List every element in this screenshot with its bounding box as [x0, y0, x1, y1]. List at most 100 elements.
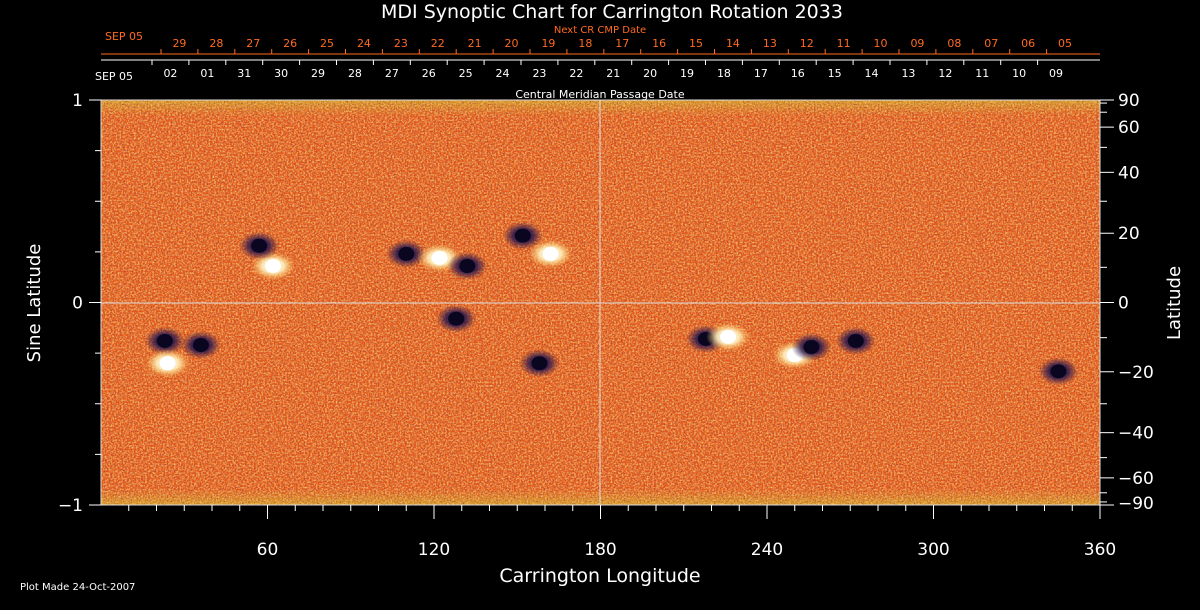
date-label: 28 — [209, 37, 223, 50]
date-start-label: SEP 05 — [95, 70, 133, 83]
x-tick-label: 60 — [257, 540, 279, 560]
positive-flux-core — [542, 246, 559, 261]
date-label: 12 — [800, 37, 814, 50]
date-label: 26 — [422, 67, 436, 80]
cmp-date-axis: SEP 05 02 01 31 30 29 28 27 26 25 24 23 22 21 20 19 18 17… — [95, 59, 1100, 83]
negative-flux-core — [251, 238, 268, 253]
y-right-tick-label: 60 — [1118, 118, 1140, 138]
plot-made-footer: Plot Made 24-Oct-2007 — [20, 582, 135, 593]
date-label: 17 — [754, 67, 768, 80]
date-label: 23 — [532, 67, 546, 80]
date-label: 24 — [357, 37, 371, 50]
date-label: 27 — [246, 37, 260, 50]
negative-flux-core — [1050, 364, 1067, 379]
positive-flux-core — [159, 356, 176, 371]
date-label: 29 — [311, 67, 325, 80]
date-label: 17 — [615, 37, 629, 50]
y-right-tick-label: 20 — [1118, 224, 1140, 244]
y-right-tick-label: −60 — [1118, 469, 1154, 489]
date-label: 25 — [320, 37, 334, 50]
y-left-tick-label: 0 — [72, 294, 83, 314]
date-label: 27 — [385, 67, 399, 80]
positive-flux-core — [720, 329, 737, 344]
y-left-tick-label: 1 — [72, 91, 83, 111]
date-label: 24 — [496, 67, 510, 80]
date-label: 01 — [200, 67, 214, 80]
date-label: 12 — [938, 67, 952, 80]
date-label: 06 — [1021, 37, 1035, 50]
date-label: 14 — [865, 67, 879, 80]
date-label: 30 — [274, 67, 288, 80]
positive-flux-core — [265, 259, 282, 274]
x-axis-title: Carrington Longitude — [499, 565, 700, 587]
date-label: 20 — [643, 67, 657, 80]
date-label: 21 — [468, 37, 482, 50]
date-label: 05 — [1058, 37, 1072, 50]
date-label: 31 — [237, 67, 251, 80]
y-axis-right-title: Latitude — [1164, 266, 1185, 340]
date-label: 09 — [1049, 67, 1063, 80]
date-label: 13 — [901, 67, 915, 80]
y-left-tick-label: −1 — [58, 496, 83, 516]
y-right-tick-label: 0 — [1118, 294, 1129, 314]
negative-flux-core — [398, 246, 415, 261]
x-axis: 60 120 180 240 300 360 — [128, 505, 1116, 560]
y-right-tick-label: 90 — [1118, 91, 1140, 111]
negative-flux-core — [803, 340, 820, 355]
date-label: 20 — [505, 37, 519, 50]
date-label: 25 — [459, 67, 473, 80]
date-label: 22 — [569, 67, 583, 80]
date-label: 28 — [348, 67, 362, 80]
x-tick-label: 240 — [751, 540, 783, 560]
date-label: 11 — [837, 37, 851, 50]
date-label: 19 — [541, 37, 555, 50]
date-label: 16 — [652, 37, 666, 50]
negative-flux-core — [192, 338, 209, 353]
date-label: 02 — [163, 67, 177, 80]
y-right-tick-label: 40 — [1118, 163, 1140, 183]
negative-flux-core — [448, 311, 465, 326]
chart-title: MDI Synoptic Chart for Carrington Rotati… — [381, 1, 843, 23]
x-tick-label: 360 — [1084, 540, 1116, 560]
date-label: 18 — [717, 67, 731, 80]
positive-flux-core — [431, 250, 448, 265]
date-label: 21 — [606, 67, 620, 80]
date-label: 15 — [828, 67, 842, 80]
negative-flux-core — [847, 333, 864, 348]
next-cmp-date-label: Next CR CMP Date — [554, 25, 646, 36]
negative-flux-core — [514, 228, 531, 243]
x-tick-label: 300 — [917, 540, 949, 560]
date-label: 13 — [763, 37, 777, 50]
date-label: 23 — [394, 37, 408, 50]
date-label: 11 — [975, 67, 989, 80]
y-axis-left: 1 0 −1 — [58, 91, 101, 516]
date-label: 08 — [947, 37, 961, 50]
y-right-tick-label: −20 — [1118, 363, 1154, 383]
date-label: 18 — [578, 37, 592, 50]
negative-flux-core — [459, 259, 476, 274]
date-label: 14 — [726, 37, 740, 50]
y-right-tick-label: −40 — [1118, 424, 1154, 444]
next-cmp-date-axis: SEP 05 29 28 27 26 25 24 23 22 21 20 19 18 17 16 15 14 13… — [101, 30, 1100, 55]
date-label: 07 — [984, 37, 998, 50]
date-label: 16 — [791, 67, 805, 80]
y-right-tick-label: −90 — [1118, 494, 1154, 514]
date-label: 29 — [172, 37, 186, 50]
date-label: 15 — [689, 37, 703, 50]
date-label: 22 — [431, 37, 445, 50]
x-tick-label: 180 — [584, 540, 616, 560]
date-label: 19 — [680, 67, 694, 80]
negative-flux-core — [531, 356, 548, 371]
date-label: 26 — [283, 37, 297, 50]
y-axis-left-title: Sine Latitude — [24, 244, 45, 363]
date-label: 10 — [1012, 67, 1026, 80]
date-start-label: SEP 05 — [105, 30, 143, 43]
date-label: 10 — [874, 37, 888, 50]
negative-flux-core — [156, 333, 173, 348]
cmp-date-label: Central Meridian Passage Date — [515, 88, 684, 101]
date-label: 09 — [910, 37, 924, 50]
y-axis-right: 90 60 40 20 0 −20 −40 −60 −90 — [1100, 91, 1154, 514]
x-tick-label: 120 — [418, 540, 450, 560]
